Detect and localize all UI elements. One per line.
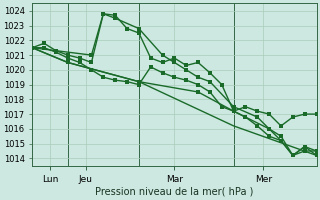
X-axis label: Pression niveau de la mer( hPa ): Pression niveau de la mer( hPa ) bbox=[95, 187, 253, 197]
